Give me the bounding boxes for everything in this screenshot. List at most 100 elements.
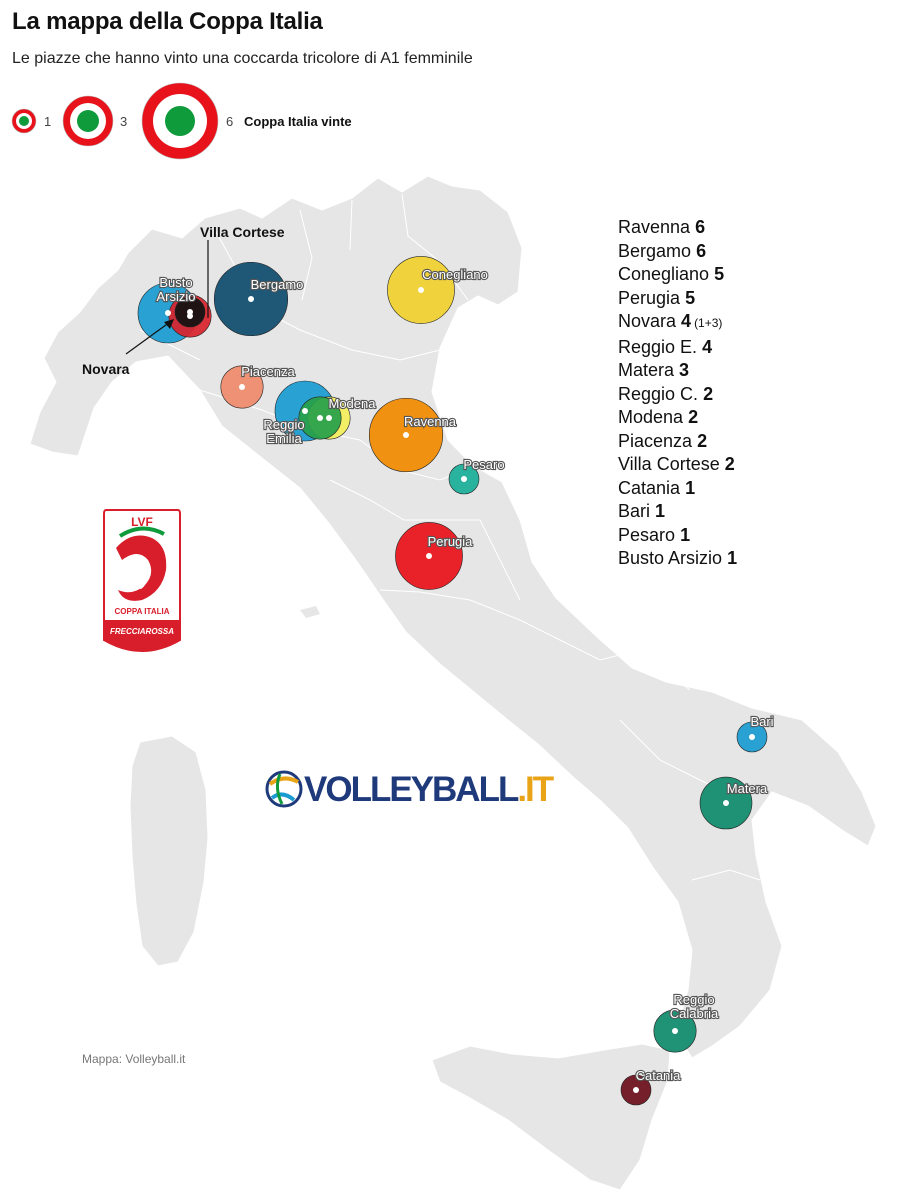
- city-label-line: Conegliano: [422, 267, 488, 282]
- chart-subtitle: Le piazze che hanno vinto una coccarda t…: [12, 50, 473, 67]
- city-label-line: Emilia: [266, 431, 302, 446]
- city-label: Perugia: [428, 534, 474, 549]
- ranking-city: Pesaro: [618, 524, 676, 545]
- ranking-item: Conegliano 5: [618, 263, 737, 287]
- city-dot: [403, 432, 409, 438]
- lvf-coppa-italia-logo: LVF COPPA ITALIA FRECCIAROSSA: [102, 508, 182, 656]
- ranking-item: Modena 2: [618, 406, 737, 430]
- novara-label: Novara: [82, 361, 130, 377]
- ranking-city: Reggio E.: [618, 336, 698, 357]
- city-dot: [248, 296, 254, 302]
- city-label: Bergamo: [251, 277, 304, 292]
- ranking-wins: 2: [697, 430, 708, 451]
- ranking-city: Reggio C.: [618, 383, 699, 404]
- city-dot: [187, 309, 193, 315]
- ranking-item: Ravenna 6: [618, 216, 737, 240]
- city-dot: [326, 415, 332, 421]
- wordmark-main: VOLLEYBALL: [304, 770, 519, 809]
- city-label-line: Calabria: [670, 1006, 719, 1021]
- city-label: Busto Arsizio: [156, 275, 195, 304]
- city-dot: [302, 408, 308, 414]
- elba-shape: [300, 606, 320, 618]
- city-label: Pesaro: [463, 457, 504, 472]
- marker-labels: Busto Arsizio Bergamo Conegliano Piacenza Reg…: [155, 266, 774, 1084]
- ranking-city: Bergamo: [618, 240, 692, 261]
- ranking-city: Busto Arsizio: [618, 548, 723, 568]
- legend-value-1: 1: [44, 114, 51, 129]
- city-label-line: Reggio: [263, 417, 304, 432]
- ranking-note: (1+3): [694, 316, 723, 330]
- ranking-wins: 1: [685, 477, 696, 498]
- city-dot: [723, 800, 729, 806]
- villa-cortese-label: Villa Cortese: [200, 224, 285, 240]
- city-dot: [239, 384, 245, 390]
- city-label: Reggio Calabria: [670, 992, 719, 1021]
- ranking-city: Modena: [618, 407, 684, 427]
- city-dot: [165, 310, 171, 316]
- ranking-city: Catania: [618, 477, 681, 498]
- legend-cockade-1: [11, 108, 37, 134]
- chart-title: La mappa della Coppa Italia: [12, 8, 323, 35]
- lvf-logo-top: LVF: [131, 515, 153, 529]
- ranking-wins: 2: [703, 383, 714, 404]
- city-dot: [672, 1028, 678, 1034]
- lvf-logo-sponsor: FRECCIAROSSA: [110, 627, 174, 636]
- ranking-wins: 3: [679, 360, 690, 380]
- legend-cockade-3: [62, 95, 114, 147]
- city-markers: Busto Arsizio Bergamo Conegliano Piacenza Reg…: [137, 256, 775, 1106]
- map-credit: Mappa: Volleyball.it: [82, 1052, 186, 1066]
- ranking-wins: 5: [685, 287, 696, 308]
- city-dot: [749, 734, 755, 740]
- city-label-line: Perugia: [428, 534, 474, 549]
- ranking-item: Catania 1: [618, 477, 737, 501]
- city-dot: [418, 287, 424, 293]
- city-label-line: Bari: [750, 714, 773, 729]
- ranking-item: Matera 3: [618, 359, 737, 383]
- novara-leader: [125, 321, 171, 355]
- marker-dots: [165, 287, 755, 1093]
- sardinia-shape: [129, 735, 209, 967]
- wordmark-suffix: .IT: [517, 770, 554, 809]
- city-dot: [461, 476, 467, 482]
- ranking-city: Piacenza: [618, 430, 693, 451]
- city-label-line: Arsizio: [156, 289, 195, 304]
- volleyball-ball-icon: [265, 770, 303, 808]
- city-label-line: Matera: [727, 781, 768, 796]
- ranking-wins: 1: [655, 501, 666, 521]
- ranking-item: Reggio C. 2: [618, 383, 737, 407]
- ranking-item: Reggio E. 4: [618, 336, 737, 360]
- city-label-line: Busto: [159, 275, 192, 290]
- ranking-wins: 6: [695, 217, 706, 237]
- city-dot: [633, 1087, 639, 1093]
- ranking-item: Bergamo 6: [618, 240, 737, 264]
- ranking-wins: 5: [714, 264, 725, 284]
- ranking-city: Matera: [618, 360, 675, 380]
- city-dot: [317, 415, 323, 421]
- city-label-line: Ravenna: [404, 414, 457, 429]
- legend-caption: Coppa Italia vinte: [244, 114, 352, 129]
- ranking-item: Bari 1: [618, 500, 737, 524]
- ranking-wins: 4: [702, 336, 713, 357]
- ranking-city: Villa Cortese: [618, 454, 720, 474]
- ranking-city: Bari: [618, 501, 651, 521]
- ranking-city: Conegliano: [618, 264, 710, 284]
- ranking-item: Pesaro 1: [618, 524, 737, 548]
- ranking-city: Perugia: [618, 287, 681, 308]
- legend-value-6: 6: [226, 114, 233, 129]
- city-dot: [426, 553, 432, 559]
- city-label: Matera: [727, 781, 768, 796]
- ranking-item: Busto Arsizio 1: [618, 547, 737, 571]
- city-label-line: Bergamo: [251, 277, 304, 292]
- ranking-item: Perugia 5: [618, 287, 737, 311]
- city-label: Conegliano: [422, 267, 488, 282]
- novara-arrowhead: [164, 319, 174, 329]
- ranking-city: Ravenna: [618, 217, 691, 237]
- callout-novara: Novara: [82, 319, 174, 377]
- callout-villa-cortese: Villa Cortese: [200, 224, 285, 318]
- city-label: Ravenna: [404, 414, 457, 429]
- city-label-line: Piacenza: [241, 364, 295, 379]
- volleyball-it-logo: VOLLEYBALL.IT: [264, 766, 554, 812]
- city-label-line: Modena: [329, 396, 377, 411]
- city-label-line: Pesaro: [463, 457, 504, 472]
